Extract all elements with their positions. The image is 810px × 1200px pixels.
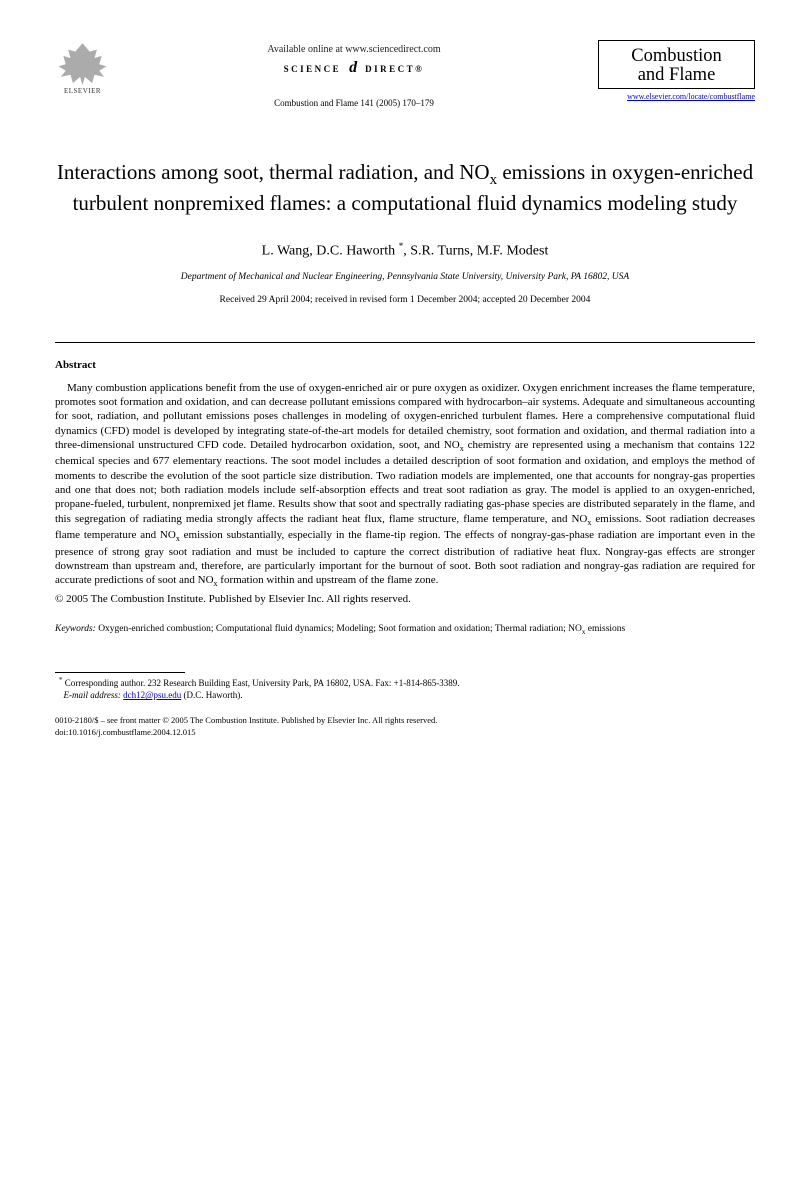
sd-left: SCIENCE <box>284 63 342 75</box>
sd-right: DIRECT® <box>365 63 424 75</box>
available-online-text: Available online at www.sciencedirect.co… <box>110 43 598 57</box>
header-right: Combustion and Flame www.elsevier.com/lo… <box>598 40 755 103</box>
email-line: E-mail address: dch12@psu.edu (D.C. Hawo… <box>55 689 755 701</box>
abstract-copyright: © 2005 The Combustion Institute. Publish… <box>55 592 755 607</box>
citation-line: Combustion and Flame 141 (2005) 170–179 <box>110 97 598 109</box>
keywords-label: Keywords: <box>55 624 96 634</box>
page-footer: 0010-2180/$ – see front matter © 2005 Th… <box>55 715 755 738</box>
publisher-name: ELSEVIER <box>64 87 101 96</box>
journal-title-box: Combustion and Flame <box>598 40 755 89</box>
authors-line: L. Wang, D.C. Haworth *, S.R. Turns, M.F… <box>55 240 755 262</box>
abstract-heading: Abstract <box>55 358 755 373</box>
footnote-rule <box>55 672 185 673</box>
abstract-body: Many combustion applications benefit fro… <box>55 381 755 590</box>
keywords-text: Oxygen-enriched combustion; Computationa… <box>96 624 625 634</box>
header-center: Available online at www.sciencedirect.co… <box>110 40 598 109</box>
publisher-logo: ELSEVIER <box>55 40 110 100</box>
article-title: Interactions among soot, thermal radiati… <box>55 159 755 218</box>
journal-name-line2: and Flame <box>607 66 746 85</box>
journal-name-line1: Combustion <box>607 47 746 66</box>
keywords-block: Keywords: Oxygen-enriched combustion; Co… <box>55 623 755 637</box>
title-block: Interactions among soot, thermal radiati… <box>55 159 755 307</box>
article-dates: Received 29 April 2004; received in revi… <box>55 294 755 307</box>
elsevier-tree-icon <box>59 43 107 85</box>
footer-line2: doi:10.1016/j.combustflame.2004.12.015 <box>55 727 755 738</box>
science-direct-logo: SCIENCE d DIRECT® <box>284 61 425 79</box>
email-label: E-mail address: <box>64 690 121 700</box>
journal-homepage-link[interactable]: www.elsevier.com/locate/combustflame <box>598 92 755 103</box>
email-owner: (D.C. Haworth). <box>183 690 242 700</box>
divider-top <box>55 342 755 343</box>
author-email-link[interactable]: dch12@psu.edu <box>123 690 181 700</box>
footer-line1: 0010-2180/$ – see front matter © 2005 Th… <box>55 715 755 726</box>
affiliation: Department of Mechanical and Nuclear Eng… <box>55 271 755 284</box>
corresponding-author-note: * Corresponding author. 232 Research Bui… <box>55 676 755 689</box>
sd-d-icon: d <box>344 61 362 79</box>
header-row: ELSEVIER Available online at www.science… <box>55 40 755 109</box>
